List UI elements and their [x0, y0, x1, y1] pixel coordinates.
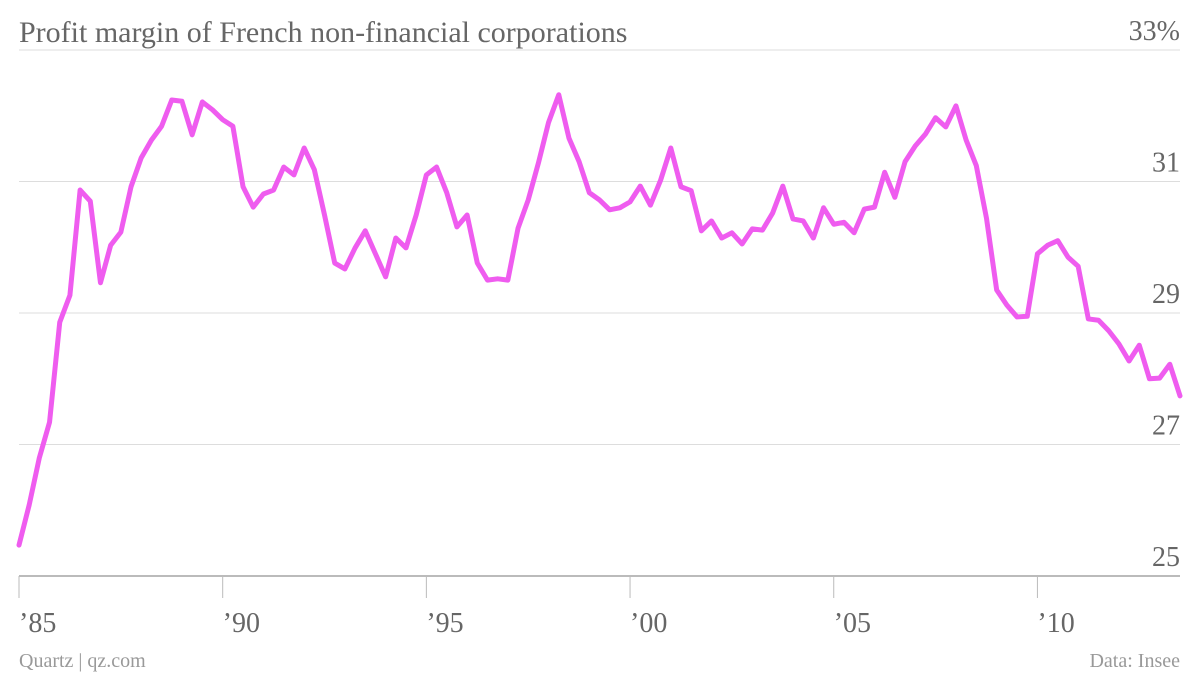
- y-tick-label: 33%: [1129, 16, 1180, 47]
- y-tick-label: 27: [1152, 411, 1180, 442]
- line: [16, 92, 1183, 548]
- x-tick-label: ’00: [630, 608, 667, 639]
- y-tick-label: 29: [1152, 279, 1180, 310]
- x-tick-label: ’95: [426, 608, 463, 639]
- x-tick-label: ’85: [19, 608, 56, 639]
- source: Data: Insee: [1089, 650, 1180, 672]
- y-tick-label: 25: [1152, 542, 1180, 573]
- credit: Quartz | qz.com: [19, 650, 146, 672]
- y-tick-label: 31: [1152, 148, 1180, 179]
- chart-title: Profit margin of French non-financial co…: [19, 16, 627, 49]
- x-tick-label: ’10: [1037, 608, 1074, 639]
- x-tick-label: ’05: [834, 608, 871, 639]
- x-tick-label: ’90: [223, 608, 260, 639]
